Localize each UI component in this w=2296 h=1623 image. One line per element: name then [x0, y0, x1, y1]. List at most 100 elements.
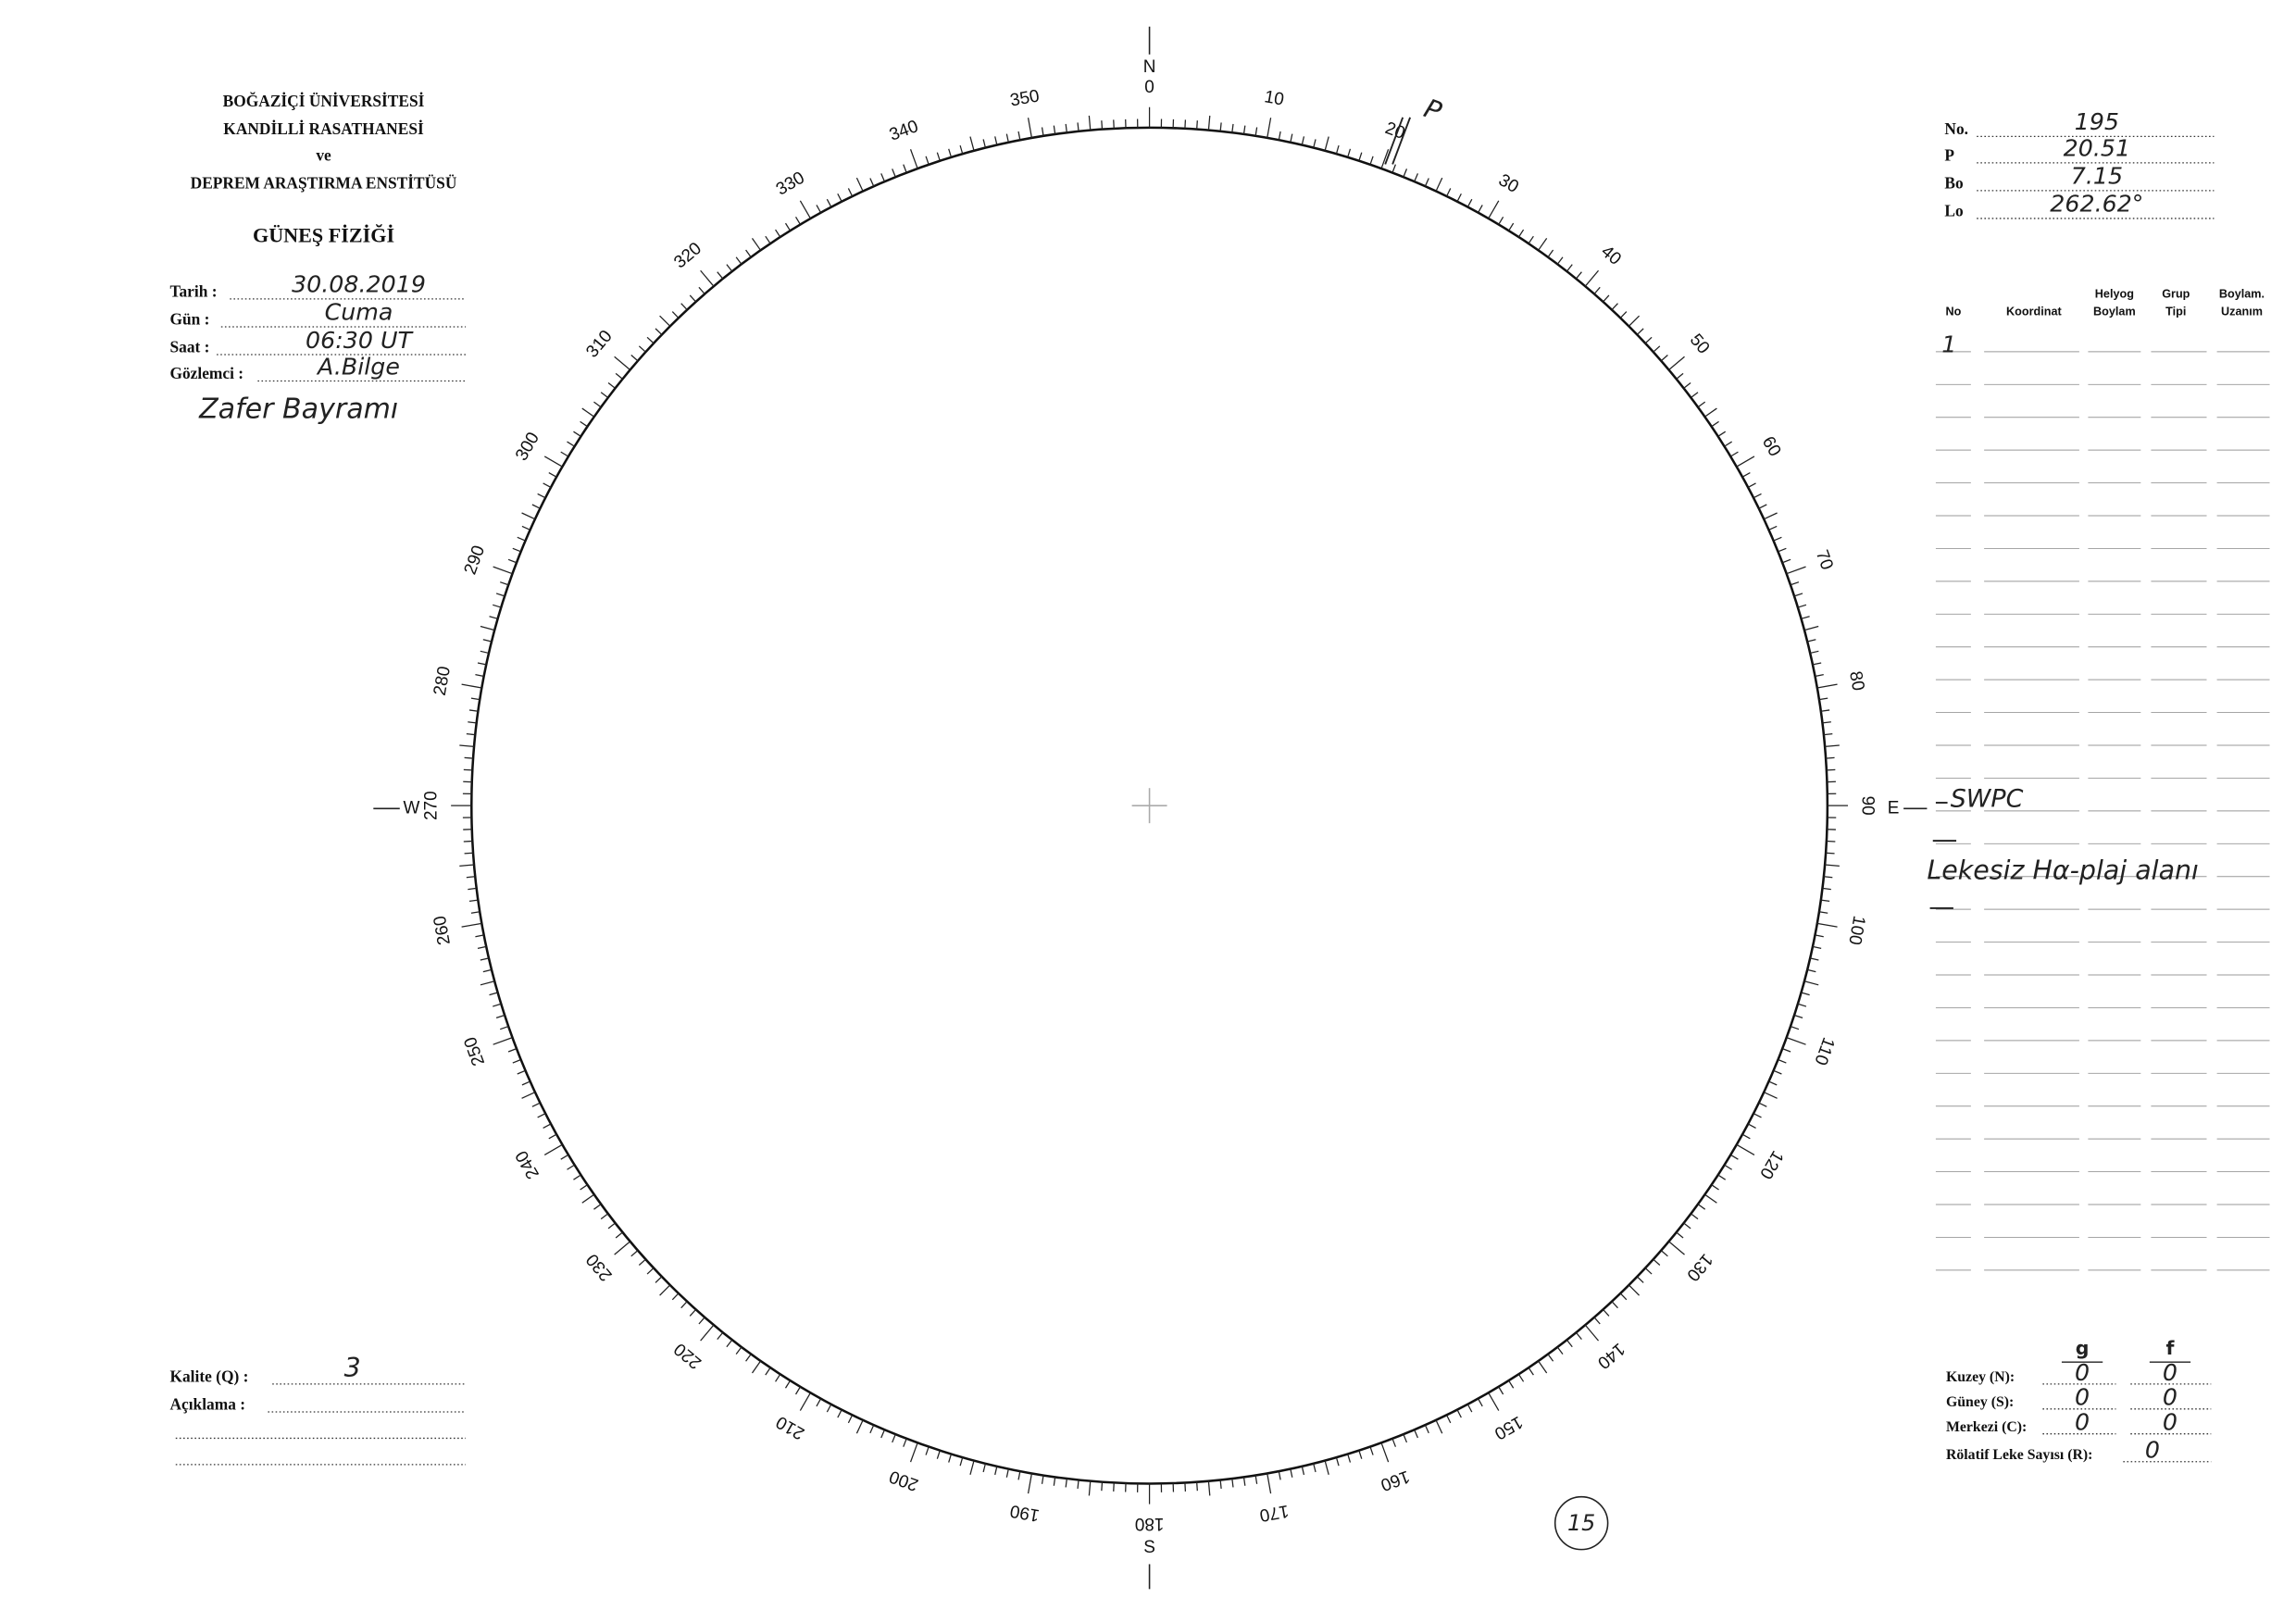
dial-tick [489, 616, 498, 619]
dial-tick [847, 1415, 854, 1424]
dial-tick [480, 625, 495, 631]
dial-tick [468, 721, 477, 724]
dial-tick [1806, 968, 1816, 973]
dial-tick [1711, 420, 1719, 428]
dial-tick [1816, 683, 1838, 689]
dial-tick [1254, 127, 1258, 136]
dial-tick [1815, 674, 1824, 678]
dial-tick [1628, 315, 1641, 327]
param-value: 20.51 [2064, 135, 2130, 162]
dial-tick [948, 148, 953, 158]
dial-tick [1797, 604, 1807, 608]
dial-tick [1041, 127, 1044, 136]
dial-tick [537, 1113, 546, 1118]
dial-tick [1456, 1409, 1462, 1418]
dial-tick [982, 1463, 987, 1473]
dial-tick [1196, 1481, 1198, 1492]
dial-tick [726, 1339, 733, 1348]
dial-tick [1391, 164, 1397, 173]
dial-tick [1324, 1460, 1329, 1475]
dial-tick [466, 733, 476, 736]
count-header: g [2076, 1337, 2090, 1359]
dial-tick [500, 1025, 509, 1030]
dial-tick [1335, 144, 1340, 155]
dial-tick [543, 1143, 563, 1155]
dial-tick [459, 744, 475, 747]
dial-tick [982, 139, 987, 148]
cardinal: E [1888, 798, 1900, 818]
dial-tick [1231, 1478, 1234, 1488]
dial-tick [1369, 156, 1374, 165]
dial-tick [548, 1133, 557, 1140]
dial-tick [925, 156, 930, 165]
dial-tick [480, 980, 495, 986]
dial-tick [1736, 1143, 1755, 1155]
dial-tick [1207, 1480, 1211, 1496]
dial-tick [521, 1080, 530, 1086]
field-label: Tarih : [169, 283, 217, 301]
dial-tick [1660, 355, 1668, 362]
dial-tick [560, 1154, 569, 1160]
dial-tick [1027, 1473, 1033, 1494]
dial-tick [1517, 1373, 1525, 1382]
dial-tick [1196, 120, 1198, 130]
dial-tick [745, 249, 752, 258]
dial-tick [1077, 1479, 1079, 1489]
dial-tick [855, 1419, 864, 1434]
cardinal: W [403, 798, 419, 818]
table-header: Grup [2162, 288, 2190, 301]
dial-tick [765, 1367, 771, 1376]
dial-tick [1414, 173, 1419, 182]
dial-tick [593, 1204, 602, 1210]
dial-tick [1498, 1386, 1504, 1395]
dial-tick [994, 136, 998, 145]
count-value: 0 [2075, 1409, 2090, 1436]
dial-tick [1593, 286, 1601, 294]
dial-tick [1207, 115, 1211, 131]
dial-tick [1478, 1398, 1483, 1407]
dial-tick [909, 149, 918, 169]
dial-tick [700, 1324, 715, 1342]
dial-tick [1812, 662, 1822, 666]
dial-tick [1697, 1204, 1706, 1210]
dial-tick [1704, 407, 1717, 418]
degree-label: 0 [1144, 78, 1154, 97]
dial-tick [1498, 217, 1504, 225]
count-value: 0 [2163, 1409, 2177, 1436]
dial-tick [1822, 887, 1831, 891]
dial-tick [512, 547, 521, 553]
dial-tick [1823, 733, 1833, 736]
dial-tick [903, 1438, 907, 1447]
dial-tick [1391, 1438, 1397, 1447]
dial-tick [1242, 1477, 1246, 1486]
dial-tick [959, 1456, 964, 1467]
dial-tick [1782, 558, 1791, 564]
dial-tick [477, 662, 487, 666]
dial-tick [593, 401, 602, 408]
field-value: Cuma [325, 299, 393, 326]
dial-tick [671, 311, 680, 318]
dial-tick [1803, 980, 1819, 986]
dial-tick [1556, 1346, 1564, 1355]
dial-tick [1267, 1473, 1272, 1494]
dial-tick [1644, 336, 1653, 344]
dial-tick [1741, 1133, 1751, 1140]
dial-tick [1763, 512, 1778, 520]
dial-tick [655, 328, 663, 335]
header-line: ve [316, 146, 331, 164]
dial-tick [1017, 131, 1021, 141]
dial-tick [794, 217, 801, 225]
dial-tick [1041, 1475, 1044, 1484]
table-header: No [1945, 306, 1961, 318]
dial-tick [1403, 1433, 1408, 1443]
dial-tick [1793, 1014, 1803, 1018]
dial-tick [1801, 616, 1810, 619]
dial-tick [1747, 1123, 1756, 1129]
table-entry: 1 [1941, 331, 1956, 358]
dial-tick [1414, 1429, 1419, 1439]
remark-label: Açıklama : [169, 1396, 245, 1414]
dial-tick [751, 1360, 762, 1374]
dial-tick [1768, 1080, 1778, 1086]
quality-value: 3 [344, 1353, 361, 1383]
